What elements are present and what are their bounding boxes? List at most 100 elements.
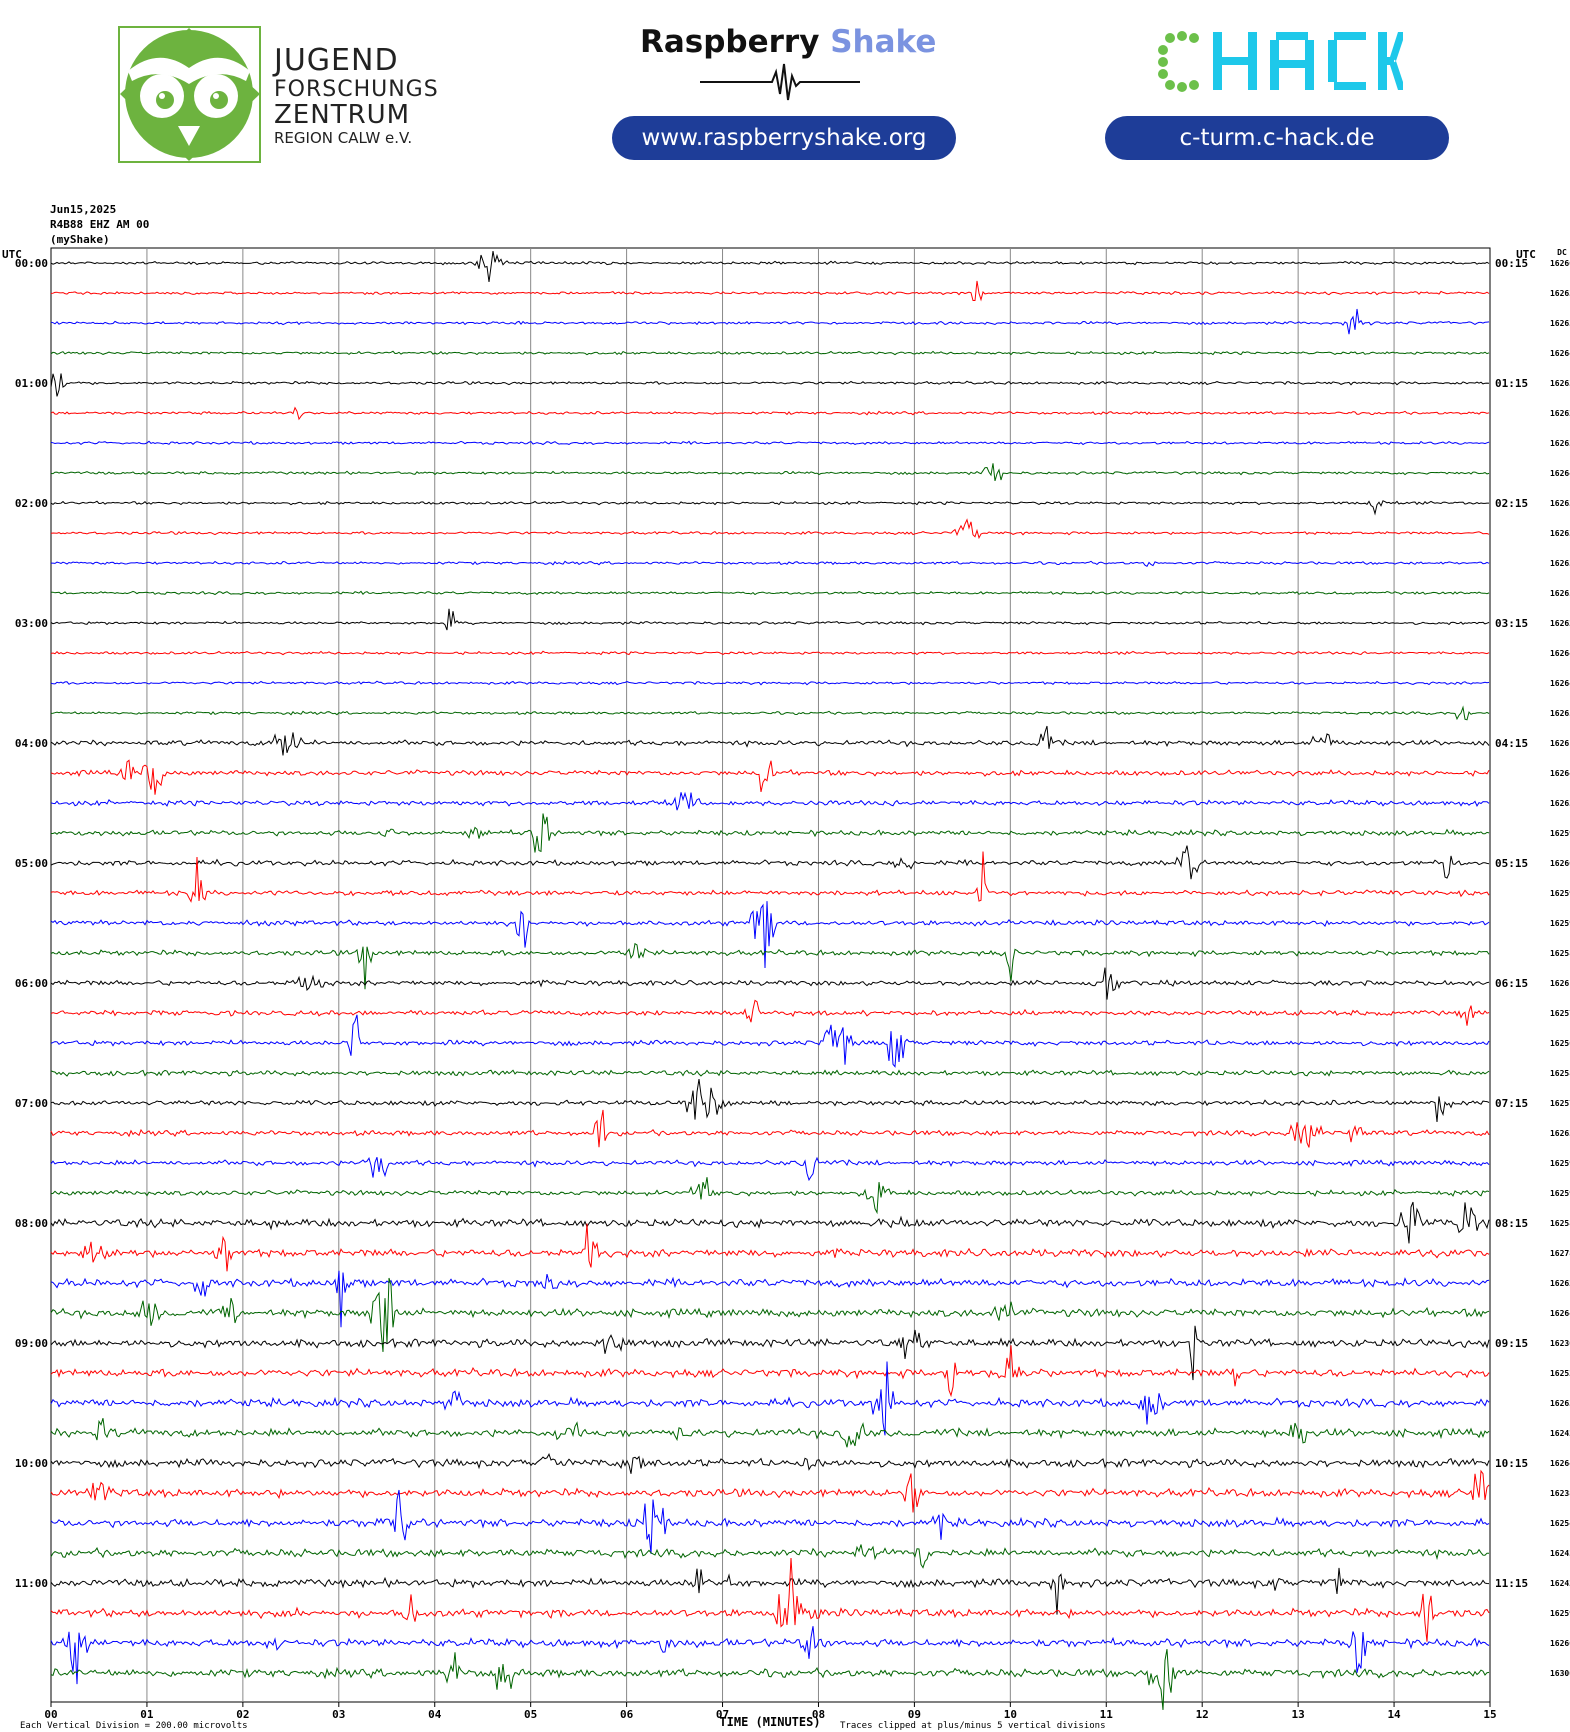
raspberryshake-url-link[interactable]: www.raspberryshake.org <box>612 116 956 160</box>
dc-value: 16262 <box>1550 619 1570 628</box>
plot-frame <box>50 247 1491 1703</box>
trace-row <box>50 1557 1490 1642</box>
trace-row <box>50 308 1490 335</box>
x-tick-label: 03 <box>332 1708 345 1721</box>
chack-logo <box>1158 31 1403 92</box>
right-hour-label: 03:15 <box>1495 617 1528 630</box>
x-tick-label: 11 <box>1100 1708 1114 1721</box>
station-date: Jun15,2025 <box>50 203 117 216</box>
station-channel: R4B88 EHZ AM 00 <box>50 218 150 231</box>
dc-value: 16259 <box>1550 889 1570 898</box>
chack-url-link[interactable]: c-turm.c-hack.de <box>1105 116 1449 160</box>
trace-row <box>50 1345 1490 1398</box>
dc-value: 16262 <box>1550 409 1570 418</box>
dc-value: 16259 <box>1550 919 1570 928</box>
trace-row <box>50 1567 1490 1615</box>
trace-row <box>50 251 1490 282</box>
x-tick-label: 14 <box>1387 1708 1401 1721</box>
left-hour-label: 11:00 <box>15 1577 48 1590</box>
right-hour-label: 04:15 <box>1495 737 1528 750</box>
jfz-line2: FORSCHUNGS <box>274 77 439 102</box>
trace-row <box>50 1156 1490 1182</box>
jfz-line4: REGION CALW e.V. <box>274 129 413 147</box>
right-axis-title: UTC <box>1516 248 1536 261</box>
dc-value: 16259 <box>1550 1189 1570 1198</box>
dc-value: 16263 <box>1550 559 1570 568</box>
dc-value: 16263 <box>1550 1129 1570 1138</box>
trace-row <box>50 1489 1490 1554</box>
dc-value: 16256 <box>1550 1039 1570 1048</box>
raspberry-shake-brand: Raspberry Shake <box>640 24 936 60</box>
dc-value: 16258 <box>1550 1069 1570 1078</box>
trace-row <box>50 759 1490 795</box>
x-tick-label: 08 <box>812 1708 825 1721</box>
trace-group <box>50 251 1490 1710</box>
trace-row <box>50 406 1490 421</box>
dc-value: 16278 <box>1550 1249 1570 1258</box>
right-hour-label: 05:15 <box>1495 857 1528 870</box>
trace-row <box>50 851 1490 903</box>
dc-value: 16258 <box>1550 949 1570 958</box>
x-tick-label: 12 <box>1196 1708 1209 1721</box>
x-tick-label: 05 <box>524 1708 537 1721</box>
trace-row <box>50 1418 1490 1448</box>
x-axis-title: TIME (MINUTES) <box>719 1715 820 1729</box>
dc-value: 16260 <box>1550 259 1570 268</box>
dc-value: 16258 <box>1550 1219 1570 1228</box>
trace-row <box>50 791 1490 811</box>
dc-value: 16263 <box>1550 289 1570 298</box>
brand-raspberry: Raspberry <box>640 24 820 60</box>
trace-row <box>50 280 1490 302</box>
left-hour-label: 06:00 <box>15 977 48 990</box>
dc-value: 16230 <box>1550 1339 1570 1348</box>
trace-row <box>50 1649 1490 1710</box>
dc-value: 16263 <box>1550 499 1570 508</box>
jfz-line1: JUGEND <box>274 43 399 78</box>
dc-value: 16264 <box>1550 349 1570 358</box>
trace-row <box>50 1452 1490 1474</box>
x-tick-label: 02 <box>236 1708 249 1721</box>
left-axis-title: UTC <box>2 248 22 261</box>
trace-row <box>50 1270 1490 1328</box>
label-group: UTC UTC DC 00:00 01:00 02:00 03:00 04:00 05:00 06… <box>2 248 1570 1731</box>
jfz-logo <box>118 26 261 163</box>
trace-row <box>50 901 1490 969</box>
trace-row <box>50 942 1490 990</box>
left-hour-label: 10:00 <box>15 1457 48 1470</box>
dc-value: 16264 <box>1550 1309 1570 1318</box>
footer-right: Traces clipped at plus/minus 5 vertical … <box>840 1721 1106 1731</box>
owl-logo-icon <box>118 26 261 163</box>
right-hour-label: 10:15 <box>1495 1457 1528 1470</box>
x-tick-label: 00 <box>44 1708 57 1721</box>
trace-row <box>50 373 1490 397</box>
trace-row <box>50 1109 1490 1148</box>
brand-shake: Shake <box>830 24 937 60</box>
trace-row <box>50 1469 1490 1513</box>
dc-value: 16264 <box>1550 649 1570 658</box>
trace-row <box>50 1544 1490 1569</box>
left-hour-label: 00:00 <box>15 257 48 270</box>
right-hour-label: 06:15 <box>1495 977 1528 990</box>
trace-row <box>50 1201 1490 1244</box>
x-tick-label: 07 <box>716 1708 729 1721</box>
trace-row <box>50 1361 1490 1436</box>
trace-row <box>50 725 1490 756</box>
dc-value: 16263 <box>1550 799 1570 808</box>
seismograph-wave-icon <box>700 63 860 101</box>
dc-value: 16252 <box>1550 1369 1570 1378</box>
left-hour-label: 09:00 <box>15 1337 48 1350</box>
right-hour-label: 00:15 <box>1495 257 1528 270</box>
trace-row <box>50 1069 1490 1077</box>
trace-row <box>50 705 1490 721</box>
trace-row <box>50 1325 1490 1381</box>
dc-value: 16242 <box>1550 1429 1570 1438</box>
dc-title: DC <box>1557 248 1567 257</box>
station-source: (myShake) <box>50 233 110 246</box>
jfz-line3: ZENTRUM <box>274 100 411 130</box>
left-hour-label: 03:00 <box>15 617 48 630</box>
left-hour-label: 04:00 <box>15 737 48 750</box>
footer-left: Each Vertical Division = 200.00 microvol… <box>20 1721 248 1731</box>
